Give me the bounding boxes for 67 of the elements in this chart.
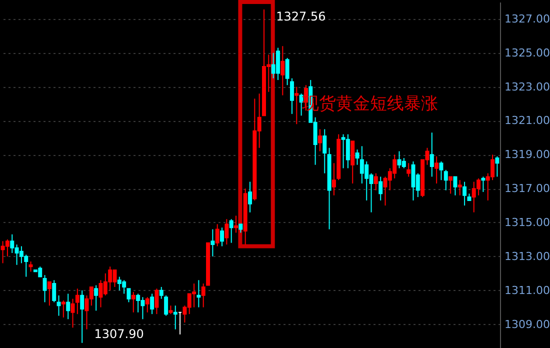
candlestick	[374, 172, 378, 191]
candlestick	[322, 128, 327, 174]
candlestick	[234, 215, 238, 234]
candlestick	[5, 238, 10, 257]
candlestick	[56, 294, 61, 316]
candlestick	[80, 290, 84, 344]
y-tick-label: 1327.00	[504, 12, 550, 26]
candlestick	[378, 176, 383, 201]
y-tick-label: 1321.00	[504, 114, 550, 128]
candlestick	[285, 57, 290, 86]
y-tick-label: 1313.00	[504, 250, 550, 263]
candlestick	[70, 298, 75, 328]
candlestick	[224, 218, 229, 246]
candlestick	[220, 227, 224, 247]
candlestick	[61, 300, 66, 318]
candlestick	[94, 284, 98, 312]
annotation: 1307.90	[94, 326, 144, 341]
candlestick	[294, 86, 299, 125]
candlestick	[145, 296, 150, 313]
candlestick	[280, 46, 285, 96]
candlestick	[453, 176, 458, 196]
candlestick	[126, 288, 131, 303]
candlestick	[75, 288, 80, 315]
candlestick	[462, 181, 467, 206]
candlestick	[248, 181, 252, 213]
annotation: 1327.56	[276, 9, 326, 24]
candlestick	[430, 132, 434, 178]
candlestick	[136, 293, 140, 313]
candlestick	[215, 224, 220, 247]
y-tick-label: 1319.00	[504, 148, 550, 162]
candlestick	[229, 218, 234, 244]
candlestick	[42, 274, 47, 303]
candlestick	[276, 47, 280, 81]
candlestick	[434, 156, 439, 184]
candlestick	[346, 134, 350, 169]
candlestick	[159, 286, 164, 300]
candlestick	[448, 176, 453, 194]
y-tick-label: 1325.00	[504, 46, 550, 60]
candlestick	[332, 162, 336, 196]
candlestick	[439, 160, 444, 181]
candlestick	[173, 305, 178, 330]
candlestick	[350, 140, 355, 184]
candlestick	[406, 162, 411, 178]
candlestick	[495, 156, 500, 178]
candlestick	[52, 280, 56, 303]
candlestick	[210, 228, 215, 257]
candlestick	[154, 288, 159, 315]
y-tick-label: 1323.00	[504, 80, 550, 94]
candlestick	[150, 293, 154, 315]
candlestick	[164, 294, 168, 316]
candlestick	[458, 180, 462, 196]
candlestick	[481, 176, 486, 192]
candlestick	[444, 169, 448, 191]
candlestick	[131, 292, 136, 313]
candlestick	[47, 281, 52, 306]
candlestick	[201, 283, 206, 308]
y-tick-label: 1309.00	[504, 318, 550, 331]
y-tick-label: 1315.00	[504, 216, 550, 229]
candlestick	[290, 78, 294, 114]
candlestick	[66, 293, 70, 320]
y-tick-label: 1311.00	[504, 284, 550, 297]
candlestick	[402, 158, 406, 169]
candlestick	[196, 280, 201, 308]
y-tick-label: 1317.00	[504, 182, 550, 196]
candlestick	[318, 128, 322, 152]
candlestick	[28, 261, 33, 272]
candlestick	[355, 149, 360, 166]
